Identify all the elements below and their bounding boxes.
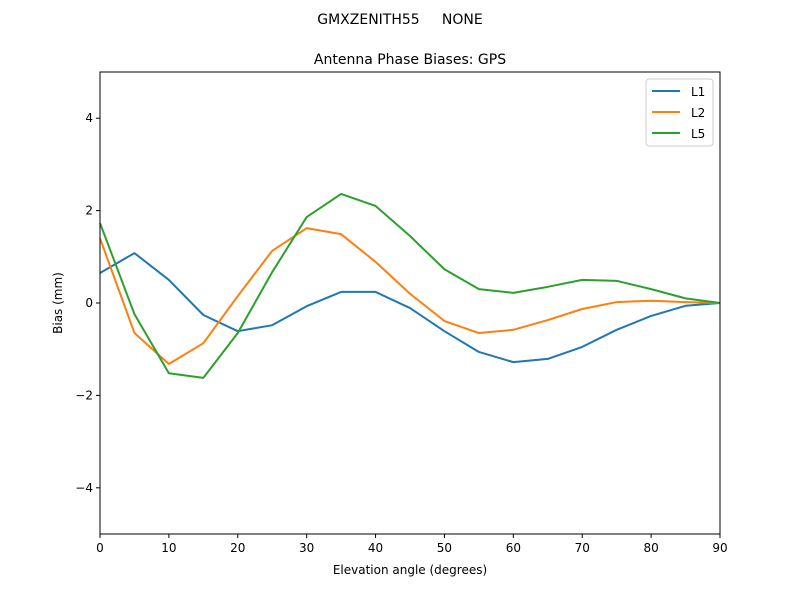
chart-suptitle: GMXZENITH55 NONE xyxy=(317,12,483,28)
chart-title: Antenna Phase Biases: GPS xyxy=(314,52,506,68)
x-tick-label: 0 xyxy=(96,541,104,555)
legend-label: L5 xyxy=(691,127,705,141)
x-tick-label: 40 xyxy=(368,541,383,555)
x-tick-label: 60 xyxy=(506,541,521,555)
legend-label: L2 xyxy=(691,106,705,120)
plot-frame xyxy=(99,71,721,535)
x-tick-label: 20 xyxy=(230,541,245,555)
series-line-l5 xyxy=(99,192,721,379)
y-axis-label: Bias (mm) xyxy=(51,272,65,334)
x-tick-label: 80 xyxy=(643,541,658,555)
x-tick-label: 50 xyxy=(437,541,452,555)
x-tick-label: 10 xyxy=(161,541,176,555)
x-tick-label: 30 xyxy=(299,541,314,555)
x-axis-label: Elevation angle (degrees) xyxy=(333,563,487,577)
series-line-l2 xyxy=(99,227,721,365)
y-tick-label: −2 xyxy=(75,388,93,402)
legend: L1 L2 L5 xyxy=(645,78,714,147)
x-tick-label: 70 xyxy=(575,541,590,555)
y-tick-label: 2 xyxy=(85,204,93,218)
y-tick-label: −4 xyxy=(75,481,93,495)
y-tick-label: 4 xyxy=(85,111,93,125)
x-tick-label: 90 xyxy=(712,541,727,555)
series-line-l1 xyxy=(99,252,721,364)
y-tick-label: 0 xyxy=(85,296,93,310)
legend-label: L1 xyxy=(691,85,705,99)
